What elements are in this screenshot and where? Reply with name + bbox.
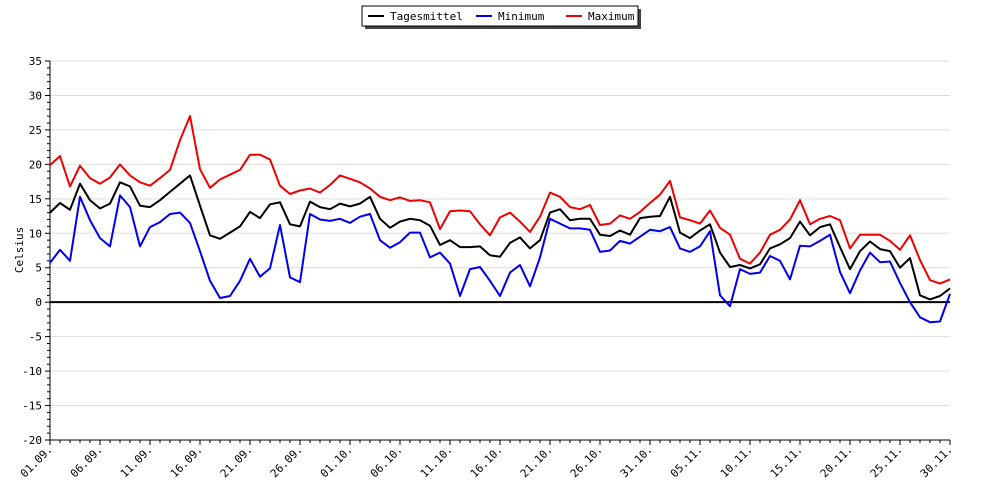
x-tick-label: 21.10. — [518, 443, 555, 480]
y-tick-label: 15 — [29, 193, 42, 206]
y-tick-label: -15 — [22, 400, 42, 413]
x-tick-label: 06.09. — [68, 443, 105, 480]
x-tick-label: 11.10. — [418, 443, 455, 480]
x-tick-label: 11.09. — [118, 443, 155, 480]
y-tick-label: 25 — [29, 124, 42, 137]
series-line-maximum — [49, 115, 951, 285]
x-tick-label: 20.11. — [818, 443, 855, 480]
x-tick-label: 06.10. — [368, 443, 405, 480]
x-tick-label: 16.10. — [468, 443, 505, 480]
legend-label: Maximum — [588, 10, 635, 23]
y-tick-label: -5 — [29, 331, 42, 344]
x-tick-label: 16.09. — [168, 443, 205, 480]
axes — [45, 60, 951, 445]
x-tick-label: 25.11. — [868, 443, 905, 480]
y-tick-label: -20 — [22, 434, 42, 447]
series-lines — [49, 115, 951, 324]
legend: Tagesmittel Minimum Maximum — [361, 5, 641, 29]
y-tick-label: 35 — [29, 55, 42, 68]
x-tick-label: 26.10. — [568, 443, 605, 480]
x-tick-label: 21.09. — [218, 443, 255, 480]
y-tick-label: 0 — [35, 296, 42, 309]
series-line-minimum — [49, 194, 951, 324]
legend-box — [361, 5, 639, 27]
y-axis-title: Celsius — [13, 227, 26, 273]
x-tick-label: 01.09. — [18, 443, 55, 480]
y-tick-label: 5 — [35, 262, 42, 275]
y-tick-label: 20 — [29, 158, 42, 171]
legend-label: Minimum — [498, 10, 545, 23]
y-tick-label: 30 — [29, 89, 42, 102]
x-tick-label: 01.10. — [318, 443, 355, 480]
x-tick-label: 31.10. — [618, 443, 655, 480]
series-line-tagesmittel — [49, 174, 951, 301]
x-tick-label: 05.11. — [668, 443, 705, 480]
x-tick-label: 15.11. — [768, 443, 805, 480]
grid — [50, 60, 950, 441]
x-tick-label: 26.09. — [268, 443, 305, 480]
legend-label: Tagesmittel — [390, 10, 463, 23]
x-tick-label: 10.11. — [718, 443, 755, 480]
y-tick-label: -10 — [22, 365, 42, 378]
x-tick-label: 30.11. — [918, 443, 955, 480]
y-tick-label: 10 — [29, 227, 42, 240]
